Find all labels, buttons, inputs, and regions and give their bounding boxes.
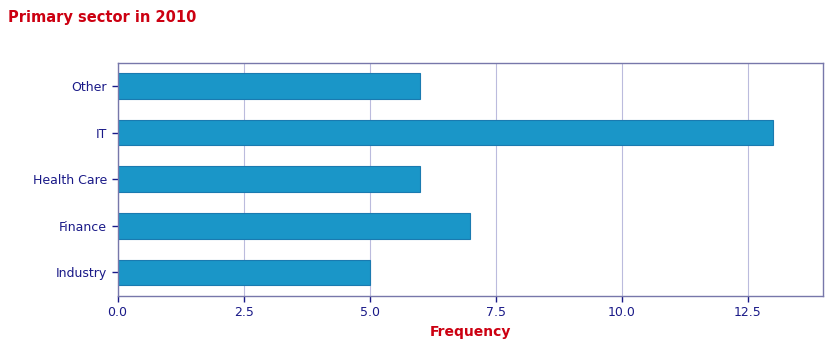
X-axis label: Frequency: Frequency (430, 325, 511, 339)
Bar (118, 73, 420, 99)
Text: Primary sector in 2010: Primary sector in 2010 (8, 10, 197, 25)
Bar (118, 120, 773, 145)
Bar (118, 260, 370, 285)
Bar (118, 213, 470, 239)
Bar (118, 166, 420, 192)
